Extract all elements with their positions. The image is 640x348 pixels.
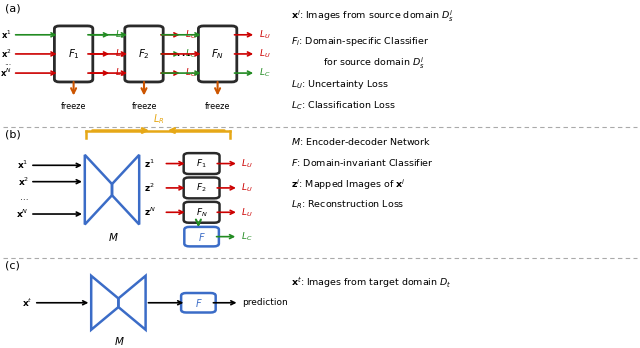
- Text: freeze: freeze: [131, 102, 157, 111]
- Text: $F_i$: Domain-specific Classifier: $F_i$: Domain-specific Classifier: [291, 35, 429, 48]
- Text: $L_U$: $L_U$: [185, 29, 196, 41]
- Text: ...: ...: [198, 196, 205, 205]
- Text: $F_N$: $F_N$: [196, 206, 207, 219]
- Text: $\mathbf{x}^1$: $\mathbf{x}^1$: [1, 29, 12, 41]
- Text: ...: ...: [20, 193, 29, 202]
- Text: $M$: $M$: [115, 335, 125, 347]
- Text: $L_U$: Uncertainty Loss: $L_U$: Uncertainty Loss: [291, 78, 389, 91]
- FancyBboxPatch shape: [184, 202, 220, 223]
- Text: $\mathbf{x}^i$: Images from source domain $D_s^i$: $\mathbf{x}^i$: Images from source domai…: [291, 9, 454, 24]
- Text: $F$: $F$: [195, 297, 202, 309]
- Text: $M$: $M$: [108, 231, 118, 243]
- Text: $L_C$: Classification Loss: $L_C$: Classification Loss: [291, 99, 396, 112]
- Text: ...: ...: [150, 58, 157, 67]
- Text: $\mathbf{x}^2$: $\mathbf{x}^2$: [73, 48, 84, 60]
- Text: $L_U$: $L_U$: [259, 29, 270, 41]
- Text: $\mathbf{x}^t$: $\mathbf{x}^t$: [22, 296, 33, 309]
- Text: $\mathbf{x}^2$: $\mathbf{x}^2$: [147, 48, 157, 60]
- Text: $\mathbf{z}^1$: $\mathbf{z}^1$: [145, 157, 155, 170]
- Text: $\mathbf{x}^1$: $\mathbf{x}^1$: [147, 29, 157, 41]
- Text: $\mathbf{x}^2$: $\mathbf{x}^2$: [1, 48, 12, 60]
- Text: prediction: prediction: [243, 298, 288, 307]
- Text: $L_R$: Reconstruction Loss: $L_R$: Reconstruction Loss: [291, 198, 404, 211]
- Text: $\mathbf{x}^N$: $\mathbf{x}^N$: [146, 67, 157, 79]
- Text: $\mathbf{x}^N$: $\mathbf{x}^N$: [0, 67, 12, 79]
- Text: (c): (c): [5, 260, 20, 270]
- Text: $L_U$: $L_U$: [115, 67, 126, 79]
- Text: ...: ...: [77, 58, 84, 67]
- Text: $L_C$: $L_C$: [185, 48, 196, 60]
- Text: $L_C$: $L_C$: [115, 29, 126, 41]
- Text: $F_N$: $F_N$: [211, 47, 224, 61]
- Text: (a): (a): [5, 3, 20, 14]
- FancyBboxPatch shape: [54, 26, 93, 82]
- FancyBboxPatch shape: [184, 153, 220, 174]
- Text: $\mathbf{x}^1$: $\mathbf{x}^1$: [73, 29, 84, 41]
- Text: $L_U$: $L_U$: [259, 48, 270, 60]
- Text: freeze: freeze: [205, 102, 230, 111]
- Text: $\mathbf{z}^2$: $\mathbf{z}^2$: [145, 182, 155, 194]
- Text: $\mathbf{x}^2$: $\mathbf{x}^2$: [17, 175, 29, 188]
- Text: for source domain $D_s^i$: for source domain $D_s^i$: [323, 56, 426, 71]
- Text: $F_1$: $F_1$: [68, 47, 79, 61]
- Text: $\mathbf{x}^1$: $\mathbf{x}^1$: [17, 159, 29, 172]
- FancyBboxPatch shape: [184, 227, 219, 246]
- Text: ...: ...: [4, 58, 12, 67]
- Text: $F$: Domain-invariant Classifier: $F$: Domain-invariant Classifier: [291, 157, 434, 168]
- Text: $L_U$: $L_U$: [185, 67, 196, 79]
- Text: $L_C$: $L_C$: [259, 67, 270, 79]
- FancyBboxPatch shape: [198, 26, 237, 82]
- Text: $F_2$: $F_2$: [138, 47, 150, 61]
- Text: freeze: freeze: [61, 102, 86, 111]
- Text: $F_2$: $F_2$: [196, 182, 207, 194]
- FancyBboxPatch shape: [181, 293, 216, 313]
- Text: $L_U$: $L_U$: [241, 206, 253, 219]
- Text: (b): (b): [5, 130, 21, 140]
- Text: $\mathbf{x}^N$: $\mathbf{x}^N$: [72, 67, 84, 79]
- Text: $\mathbf{x}^N$: $\mathbf{x}^N$: [16, 208, 29, 220]
- Text: $M$: Encoder-decoder Network: $M$: Encoder-decoder Network: [291, 136, 431, 147]
- Text: $F_1$: $F_1$: [196, 157, 207, 170]
- Text: $L_R$: $L_R$: [153, 112, 164, 126]
- Text: $\cdots$: $\cdots$: [175, 46, 190, 62]
- Text: $L_C$: $L_C$: [241, 230, 252, 243]
- FancyBboxPatch shape: [184, 177, 220, 198]
- Text: $L_U$: $L_U$: [241, 182, 253, 194]
- Text: $L_U$: $L_U$: [241, 157, 253, 170]
- Text: $\mathbf{x}^t$: Images from target domain $D_t$: $\mathbf{x}^t$: Images from target domai…: [291, 275, 452, 290]
- Text: $\mathbf{z}^N$: $\mathbf{z}^N$: [145, 206, 156, 219]
- Text: $F$: $F$: [198, 231, 205, 243]
- FancyBboxPatch shape: [125, 26, 163, 82]
- Text: $L_U$: $L_U$: [115, 48, 126, 60]
- Text: $\mathbf{z}^i$: Mapped Images of $\mathbf{x}^i$: $\mathbf{z}^i$: Mapped Images of $\mathb…: [291, 177, 406, 192]
